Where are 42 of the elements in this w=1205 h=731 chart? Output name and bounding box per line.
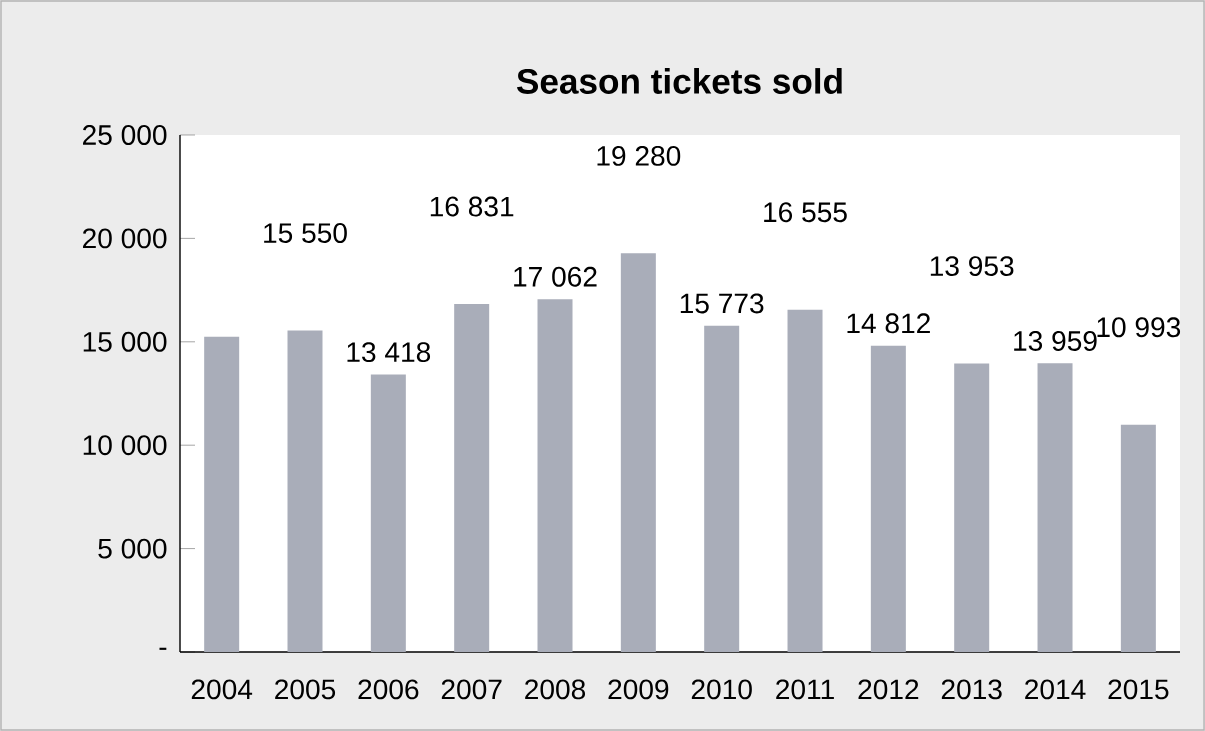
bar [704,325,740,652]
chart-title: Season tickets sold [516,68,842,94]
x-tick-label: 2012 [858,679,919,700]
bar [1120,424,1156,652]
y-tick-label: 5 000 [98,538,167,559]
x-tick-label: 2009 [608,679,669,700]
data-label: 13 959 [1014,331,1097,351]
data-label: 14 812 [847,313,930,334]
bar [204,336,240,652]
data-label: 10 993 [1097,317,1181,338]
bar [870,345,906,652]
x-tick-label: 2008 [525,679,586,700]
y-tick-label: 15 000 [83,331,167,352]
x-tick-label: 2013 [941,679,1002,700]
x-tick-label: 2004 [191,679,253,700]
y-tick-label: 10 000 [83,435,167,456]
x-tick-label: 2006 [358,679,419,700]
data-label: 15 773 [680,293,764,314]
x-tick-label: 2015 [1108,679,1169,700]
x-tick-label: 2011 [776,679,834,700]
data-label: 16 831 [430,196,514,217]
x-tick-label: 2014 [1025,679,1086,700]
bar [1037,363,1073,652]
bar [370,374,406,652]
bar [287,330,323,652]
data-label: 16 555 [764,202,847,223]
data-label: 17 062 [514,266,597,287]
data-label: 15 550 [264,223,347,243]
x-tick-label: 2005 [275,679,336,700]
y-tick-label: 25 000 [83,125,167,145]
bar [954,363,990,652]
y-tick-label: - [159,647,167,650]
x-tick-label: 2007 [441,679,502,700]
x-tick-label: 2010 [691,679,752,700]
data-label: 13 953 [930,256,1014,277]
bar [620,253,656,652]
data-label: 13 418 [347,342,431,363]
bar [787,309,823,652]
y-tick-label: 20 000 [83,228,167,249]
data-label: 19 280 [597,145,681,166]
bar [537,299,573,652]
bar [454,303,490,652]
